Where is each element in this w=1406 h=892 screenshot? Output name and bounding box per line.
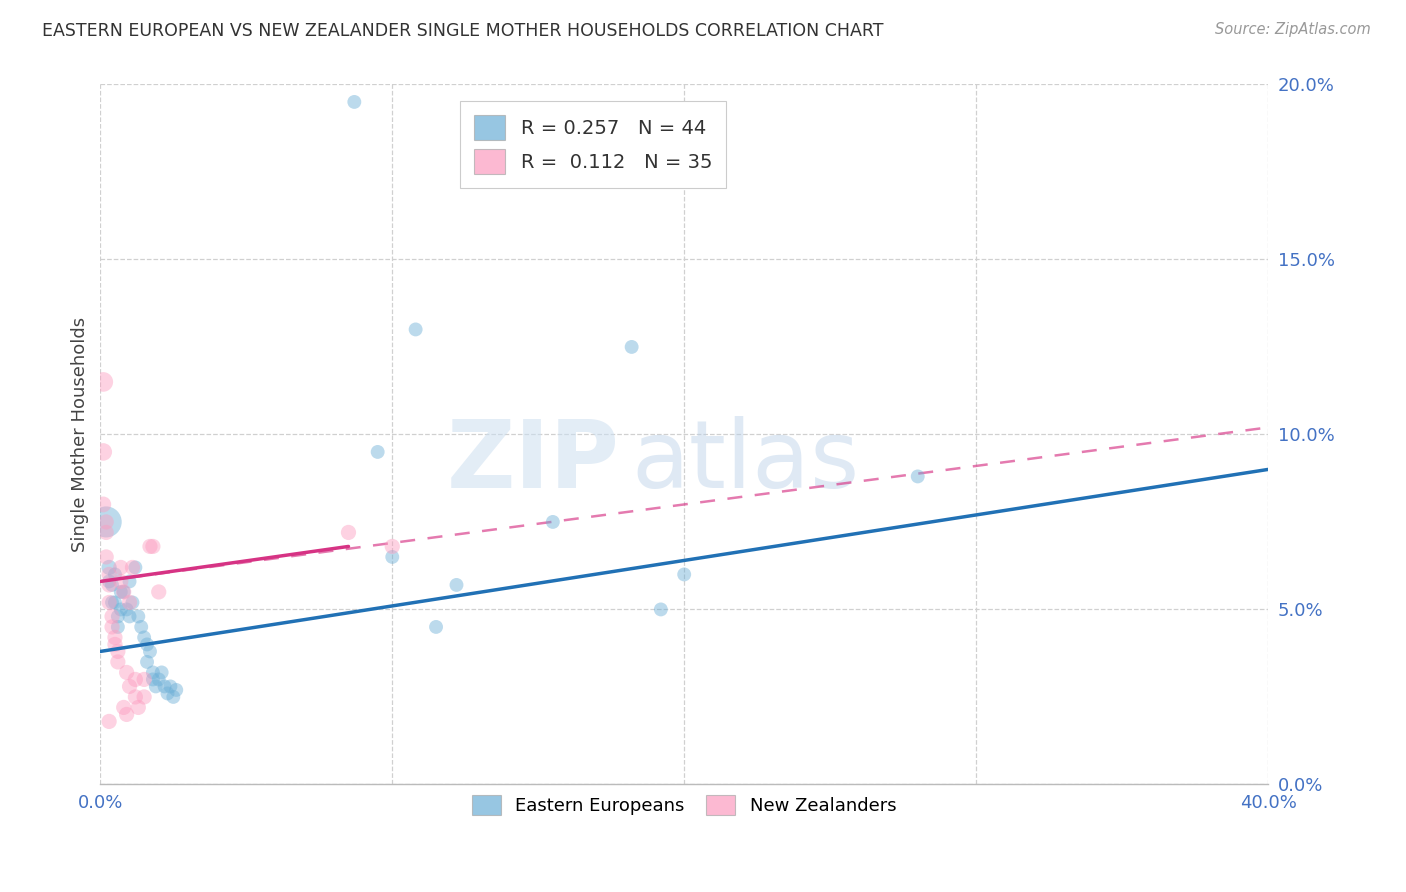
Point: [156, 686, 179, 700]
Point: [127, 700, 149, 714]
Point: [101, 620, 124, 634]
Point: [107, 620, 129, 634]
Point: [112, 585, 135, 599]
Point: [115, 665, 138, 680]
Point: [96, 549, 118, 564]
Point: [139, 644, 162, 658]
Point: [620, 340, 643, 354]
Point: [98, 560, 121, 574]
Point: [112, 585, 135, 599]
Point: [112, 700, 135, 714]
Point: [104, 637, 127, 651]
Point: [127, 609, 149, 624]
Point: [129, 620, 152, 634]
Point: [107, 655, 129, 669]
Point: [136, 637, 159, 651]
Point: [124, 560, 146, 574]
Point: [104, 567, 127, 582]
Point: [107, 609, 129, 624]
Point: [118, 574, 141, 589]
Point: [405, 322, 427, 336]
Point: [107, 644, 129, 658]
Point: [142, 540, 165, 554]
Legend: Eastern Europeans, New Zealanders: Eastern Europeans, New Zealanders: [463, 786, 905, 824]
Point: [425, 620, 447, 634]
Point: [110, 602, 132, 616]
Point: [134, 673, 156, 687]
Point: [907, 469, 929, 483]
Point: [162, 690, 184, 704]
Point: [96, 515, 118, 529]
Point: [118, 595, 141, 609]
Point: [124, 690, 146, 704]
Point: [118, 680, 141, 694]
Point: [150, 665, 173, 680]
Text: EASTERN EUROPEAN VS NEW ZEALANDER SINGLE MOTHER HOUSEHOLDS CORRELATION CHART: EASTERN EUROPEAN VS NEW ZEALANDER SINGLE…: [42, 22, 884, 40]
Y-axis label: Single Mother Households: Single Mother Households: [72, 317, 89, 552]
Point: [115, 707, 138, 722]
Point: [343, 95, 366, 109]
Point: [165, 682, 187, 697]
Point: [104, 595, 127, 609]
Point: [115, 602, 138, 616]
Point: [104, 631, 127, 645]
Point: [446, 578, 468, 592]
Point: [153, 680, 176, 694]
Point: [650, 602, 672, 616]
Point: [98, 574, 121, 589]
Point: [142, 665, 165, 680]
Point: [159, 680, 181, 694]
Point: [91, 498, 114, 512]
Point: [124, 673, 146, 687]
Point: [110, 585, 132, 599]
Point: [118, 609, 141, 624]
Point: [91, 445, 114, 459]
Point: [110, 560, 132, 574]
Point: [148, 585, 170, 599]
Point: [101, 595, 124, 609]
Point: [121, 595, 143, 609]
Point: [381, 549, 404, 564]
Point: [101, 578, 124, 592]
Point: [98, 714, 121, 729]
Text: Source: ZipAtlas.com: Source: ZipAtlas.com: [1215, 22, 1371, 37]
Point: [134, 631, 156, 645]
Text: ZIP: ZIP: [447, 417, 620, 508]
Point: [136, 655, 159, 669]
Point: [541, 515, 564, 529]
Point: [145, 680, 167, 694]
Point: [96, 525, 118, 540]
Point: [110, 574, 132, 589]
Point: [367, 445, 389, 459]
Point: [142, 673, 165, 687]
Point: [337, 525, 360, 540]
Text: atlas: atlas: [631, 417, 860, 508]
Point: [91, 375, 114, 389]
Point: [96, 515, 118, 529]
Point: [148, 673, 170, 687]
Point: [98, 595, 121, 609]
Point: [101, 609, 124, 624]
Point: [134, 690, 156, 704]
Point: [98, 567, 121, 582]
Point: [139, 540, 162, 554]
Point: [121, 560, 143, 574]
Point: [98, 578, 121, 592]
Point: [381, 540, 404, 554]
Point: [673, 567, 696, 582]
